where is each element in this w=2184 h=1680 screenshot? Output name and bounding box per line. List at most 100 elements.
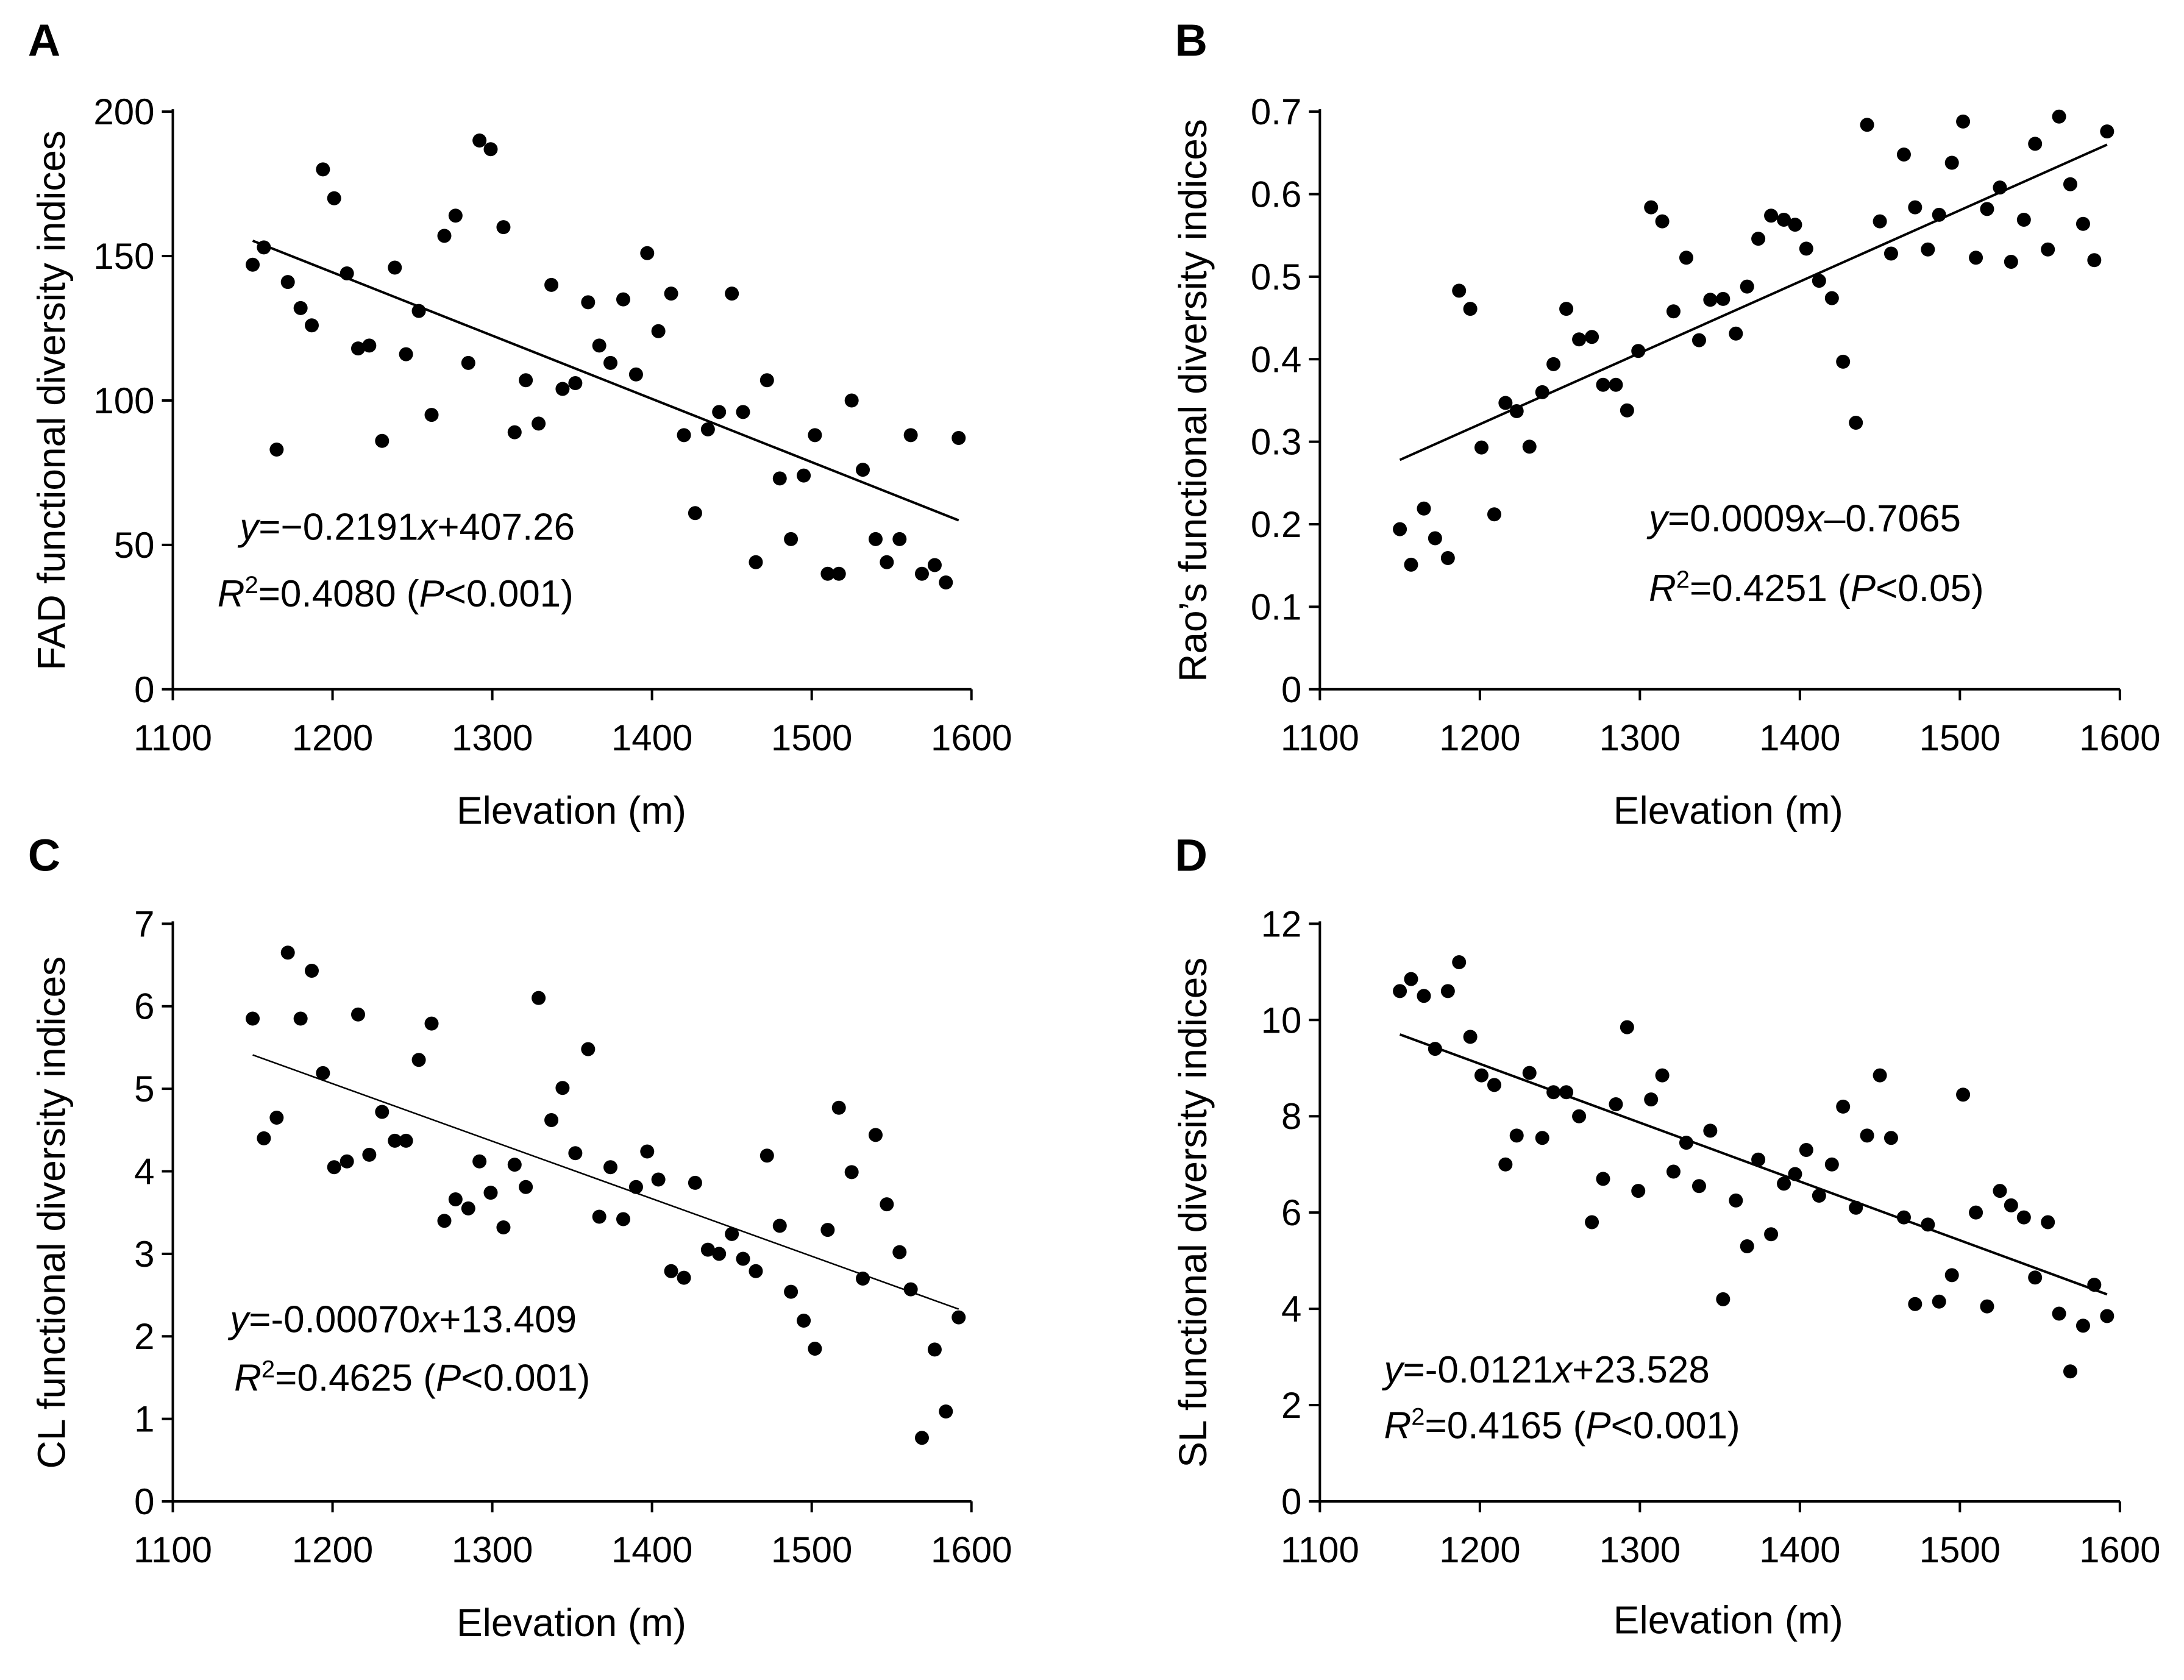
- y-tick-label: 2: [134, 1316, 154, 1357]
- data-point: [2052, 1306, 2066, 1321]
- data-point: [880, 1197, 894, 1212]
- equation-slope: =−0.2191: [258, 506, 418, 548]
- data-point: [1620, 1020, 1634, 1034]
- panel-letter: C: [28, 830, 60, 880]
- data-point: [1703, 1123, 1718, 1138]
- data-point: [1980, 202, 1994, 216]
- y-tick-label: 12: [1261, 903, 1302, 944]
- data-point: [784, 532, 799, 546]
- data-point: [640, 246, 655, 260]
- data-point: [1572, 1109, 1587, 1123]
- data-point: [1777, 1176, 1791, 1191]
- x-tick-label: 1600: [931, 717, 1012, 758]
- data-point: [725, 287, 739, 301]
- r2-p-value: <0.001): [461, 1358, 590, 1400]
- x-tick-label: 1200: [292, 1529, 373, 1570]
- data-point: [2087, 253, 2102, 268]
- r2-superscript: 2: [261, 1356, 275, 1383]
- data-point: [1522, 1066, 1537, 1080]
- data-point: [1849, 416, 1863, 430]
- data-point: [1896, 1210, 1911, 1225]
- regression-line: [252, 1054, 959, 1310]
- data-point: [677, 428, 691, 443]
- regression-equation: y=0.0009x–0.7065: [1646, 498, 1961, 540]
- data-point: [1932, 1294, 1946, 1309]
- chart-panel-a: A 1100 1200 1300 1400 1500 1600 0 50 100 150 200 Ele…: [28, 15, 1012, 833]
- data-point: [1969, 251, 1983, 265]
- data-point: [544, 277, 559, 292]
- data-point: [1751, 232, 1766, 246]
- data-point: [844, 1165, 859, 1180]
- data-point: [1572, 332, 1587, 347]
- data-point: [603, 355, 618, 370]
- data-point: [1860, 118, 1874, 132]
- equation-x: x: [1804, 498, 1826, 540]
- data-point: [1644, 200, 1659, 215]
- data-point: [1679, 251, 1693, 265]
- data-point: [1691, 333, 1706, 347]
- data-point: [927, 1342, 942, 1357]
- data-point: [892, 1245, 907, 1259]
- data-point: [914, 1431, 929, 1445]
- y-tick-label: 100: [93, 380, 154, 421]
- data-point: [2087, 1278, 2102, 1292]
- regression-line: [252, 240, 959, 522]
- data-point: [437, 229, 452, 243]
- data-point: [257, 240, 271, 255]
- data-point: [1764, 208, 1779, 223]
- x-tick-label: 1100: [133, 717, 212, 758]
- data-point: [1474, 1068, 1489, 1083]
- data-point: [939, 1404, 953, 1418]
- data-point: [749, 1264, 763, 1278]
- x-tick-label: 1200: [1439, 717, 1520, 758]
- data-point: [1393, 984, 1407, 998]
- data-point: [246, 257, 260, 272]
- y-tick-label: 0: [1281, 1481, 1301, 1522]
- data-point: [688, 1175, 702, 1190]
- data-point: [1655, 1068, 1670, 1083]
- data-point: [305, 964, 319, 978]
- equation-y: y: [227, 1298, 251, 1340]
- x-tick-label: 1600: [931, 1529, 1012, 1570]
- data-point: [664, 1264, 678, 1278]
- data-point: [1777, 212, 1791, 227]
- panel-letter: A: [28, 15, 60, 66]
- data-point: [1535, 385, 1549, 399]
- r-squared-text: R2=0.4165 (P<0.001): [1384, 1403, 1740, 1447]
- data-point: [820, 566, 835, 581]
- data-point: [1908, 200, 1923, 215]
- data-point: [519, 373, 533, 388]
- data-point: [736, 405, 750, 419]
- data-point: [1546, 357, 1561, 371]
- data-point: [269, 1110, 284, 1125]
- chart-panel-b: B 1100 1200 1300 1400 1500 1600 0 0.1 0.2 0.3 0.4 0.…: [1171, 15, 2161, 833]
- data-point: [651, 324, 666, 338]
- r2-value: =0.4625 (: [275, 1358, 436, 1400]
- y-tick-label: 0.6: [1251, 174, 1301, 215]
- r-squared-text: R2=0.4625 (P<0.001): [234, 1356, 590, 1400]
- x-tick-label: 1500: [771, 1529, 852, 1570]
- data-point: [269, 443, 284, 457]
- r2-p-value: <0.001): [444, 573, 574, 615]
- y-tick-label: 0: [134, 669, 154, 710]
- y-tick-label: 4: [1281, 1289, 1301, 1329]
- data-point: [712, 1247, 727, 1261]
- data-point: [280, 945, 295, 960]
- data-point: [939, 575, 953, 589]
- data-point: [1509, 1128, 1524, 1143]
- data-point: [856, 463, 870, 477]
- y-tick-label: 7: [134, 903, 154, 944]
- data-point: [2076, 216, 2090, 231]
- r2-superscript: 2: [244, 572, 258, 599]
- data-point: [1956, 1087, 1971, 1102]
- y-tick-label: 4: [134, 1151, 154, 1192]
- data-point: [784, 1284, 799, 1299]
- r2-p-value: <0.001): [1611, 1404, 1740, 1447]
- data-point: [1535, 1131, 1549, 1145]
- data-point: [375, 1105, 389, 1119]
- x-tick-label: 1500: [771, 717, 852, 758]
- data-point: [1860, 1128, 1874, 1143]
- data-point: [772, 471, 787, 486]
- data-point: [1716, 291, 1730, 306]
